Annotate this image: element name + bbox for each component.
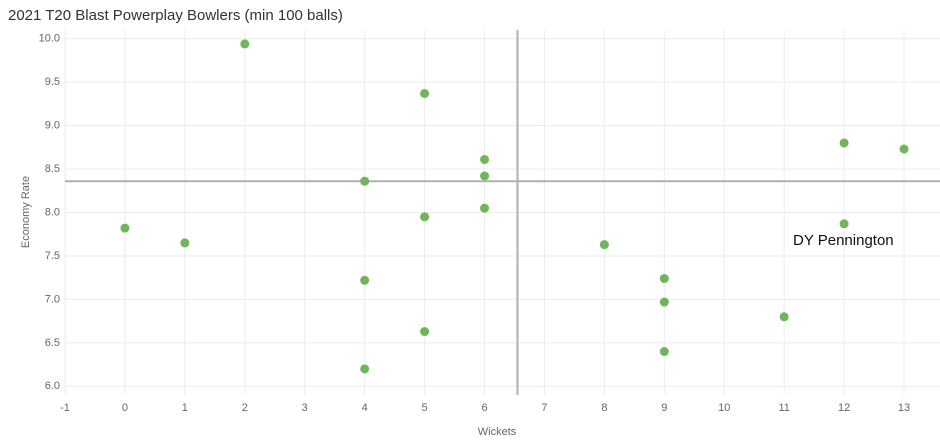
x-tick-label: 1 xyxy=(182,402,188,414)
point xyxy=(240,39,250,49)
point xyxy=(599,240,609,250)
point xyxy=(360,364,370,374)
point xyxy=(480,154,490,164)
x-tick-label: 2 xyxy=(242,402,248,414)
x-tick-label: 3 xyxy=(302,402,308,414)
y-tick-label: 6.0 xyxy=(45,380,60,392)
annotation: DY Pennington xyxy=(793,232,894,249)
y-axis-label: Economy Rate xyxy=(20,176,32,248)
y-tick-label: 9.5 xyxy=(45,76,60,88)
y-tick-label: 8.5 xyxy=(45,163,60,175)
y-tick-label: 8.0 xyxy=(45,206,60,218)
y-tick-label: 9.0 xyxy=(45,120,60,132)
point xyxy=(420,88,430,98)
y-tick-label: 6.5 xyxy=(45,337,60,349)
y-tick-label: 7.0 xyxy=(45,293,60,305)
point xyxy=(839,138,849,148)
point xyxy=(180,238,190,248)
x-axis-label: Wickets xyxy=(478,426,517,438)
x-tick-label: 7 xyxy=(541,402,547,414)
x-tick-label: 4 xyxy=(362,402,368,414)
chart-title: 2021 T20 Blast Powerplay Bowlers (min 10… xyxy=(8,7,343,24)
x-tick-label: 9 xyxy=(661,402,667,414)
x-tick-label: -1 xyxy=(60,402,70,414)
x-tick-label: 13 xyxy=(898,402,910,414)
point xyxy=(420,327,430,337)
point xyxy=(659,274,669,284)
point xyxy=(120,223,130,233)
point xyxy=(779,312,789,322)
x-tick-label: 8 xyxy=(601,402,607,414)
x-tick-label: 0 xyxy=(122,402,128,414)
point xyxy=(659,297,669,307)
point xyxy=(480,171,490,181)
y-tick-label: 10.0 xyxy=(39,33,60,45)
x-tick-label: 5 xyxy=(422,402,428,414)
x-tick-label: 10 xyxy=(718,402,730,414)
point xyxy=(480,203,490,213)
point xyxy=(360,275,370,285)
point xyxy=(659,347,669,357)
point xyxy=(899,144,909,154)
x-tick-label: 6 xyxy=(481,402,487,414)
point xyxy=(420,212,430,222)
y-tick-label: 7.5 xyxy=(45,250,60,262)
x-tick-label: 11 xyxy=(778,402,789,414)
x-tick-label: 12 xyxy=(838,402,850,414)
point xyxy=(360,176,370,186)
point xyxy=(839,219,849,229)
